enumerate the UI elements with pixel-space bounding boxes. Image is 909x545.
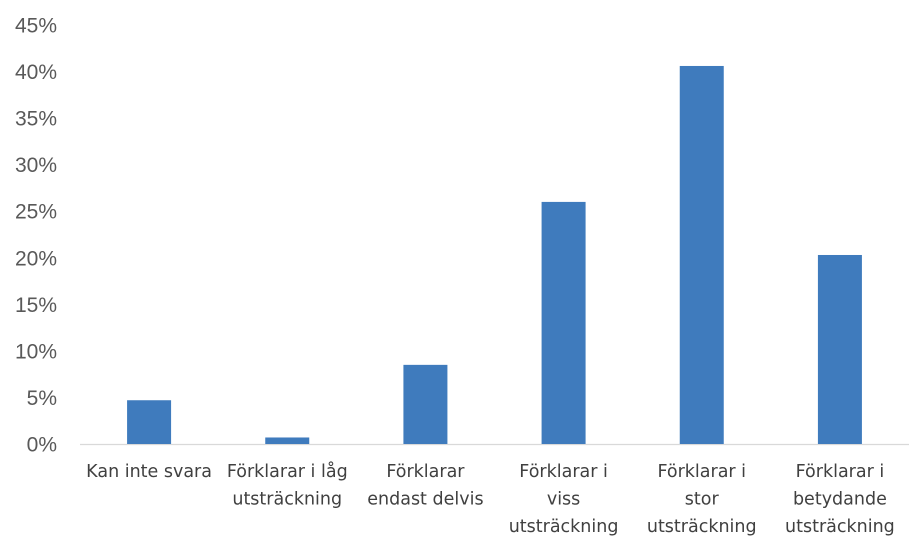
x-category-label-line: utsträckning [232, 490, 342, 510]
y-tick-label: 10% [15, 340, 57, 363]
x-category-label-line: utsträckning [785, 517, 895, 537]
bars [127, 65, 862, 445]
x-category-label-line: utsträckning [509, 517, 619, 537]
y-tick-label: 0% [27, 434, 57, 457]
x-category-label-line: Kan inte svara [86, 462, 212, 482]
x-category-label-line: Förklarar [386, 462, 465, 482]
x-category-label: Förklarar endast delvis [367, 462, 483, 510]
bar [817, 254, 862, 444]
y-tick-label: 5% [27, 387, 57, 410]
y-tick-label: 25% [15, 201, 57, 224]
bar [679, 65, 724, 445]
x-category-label-line: viss [547, 490, 580, 510]
y-tick-label: 15% [15, 294, 57, 317]
bar [541, 201, 586, 444]
x-category-label-line: Förklarar i [796, 462, 885, 482]
y-tick-label: 30% [15, 154, 57, 177]
x-category-label: Förklarar i låg utsträckning [227, 461, 348, 510]
x-category-label-line: Förklarar i [657, 462, 746, 482]
bar [127, 400, 172, 444]
x-category-label-line: Förklarar i låg [227, 461, 348, 482]
x-category-label: Förklarar i viss utsträckning [509, 462, 619, 537]
x-category-label: Förklarar i stor utsträckning [647, 462, 757, 537]
y-tick-label: 35% [15, 108, 57, 131]
y-axis-ticks: 0% 5% 10% 15% 20% 25% 30% 35% 40% 45% [15, 15, 57, 457]
bar [403, 364, 448, 444]
x-category-label-line: betydande [793, 490, 887, 510]
x-category-label-line: utsträckning [647, 517, 757, 537]
y-tick-label: 45% [15, 15, 57, 38]
y-tick-label: 40% [15, 61, 57, 84]
x-category-label-line: stor [685, 490, 720, 510]
y-tick-label: 20% [15, 247, 57, 270]
x-category-label-line: endast delvis [367, 490, 483, 510]
x-category-label-line: Förklarar i [519, 462, 608, 482]
bar [265, 437, 310, 444]
x-axis-labels: Kan inte svara Förklarar i låg utsträcknin… [86, 461, 895, 537]
x-category-label: Kan inte svara [86, 462, 212, 482]
x-category-label: Förklarar i betydande utsträckning [785, 462, 895, 537]
